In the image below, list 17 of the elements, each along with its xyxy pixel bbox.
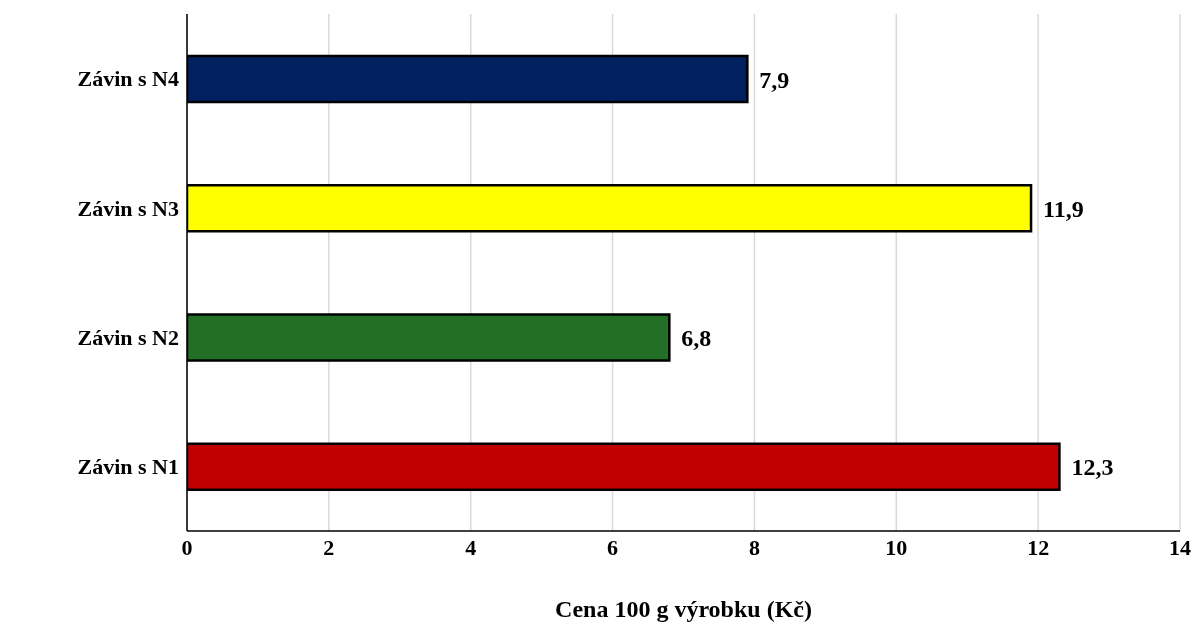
x-tick-label: 0 xyxy=(181,534,193,560)
x-axis-title: Cena 100 g výrobku (Kč) xyxy=(555,596,812,622)
x-tick-label: 12 xyxy=(1027,534,1050,560)
y-tick-label: Závin s N2 xyxy=(77,324,179,350)
x-tick-label: 14 xyxy=(1169,534,1191,560)
y-tick-label: Závin s N4 xyxy=(77,66,179,92)
x-tick-label: 2 xyxy=(323,534,335,560)
x-tick-label: 8 xyxy=(748,534,760,560)
x-tick-label: 4 xyxy=(465,534,477,560)
x-tick-label: 10 xyxy=(885,534,908,560)
data-label: 7,9 xyxy=(759,66,790,93)
y-tick-label: Závin s N3 xyxy=(77,195,179,221)
data-label: 11,9 xyxy=(1043,195,1084,222)
y-tick-label: Závin s N1 xyxy=(77,454,179,480)
data-label: 12,3 xyxy=(1071,454,1114,481)
data-label: 6,8 xyxy=(681,325,712,352)
x-tick-label: 6 xyxy=(607,534,619,560)
